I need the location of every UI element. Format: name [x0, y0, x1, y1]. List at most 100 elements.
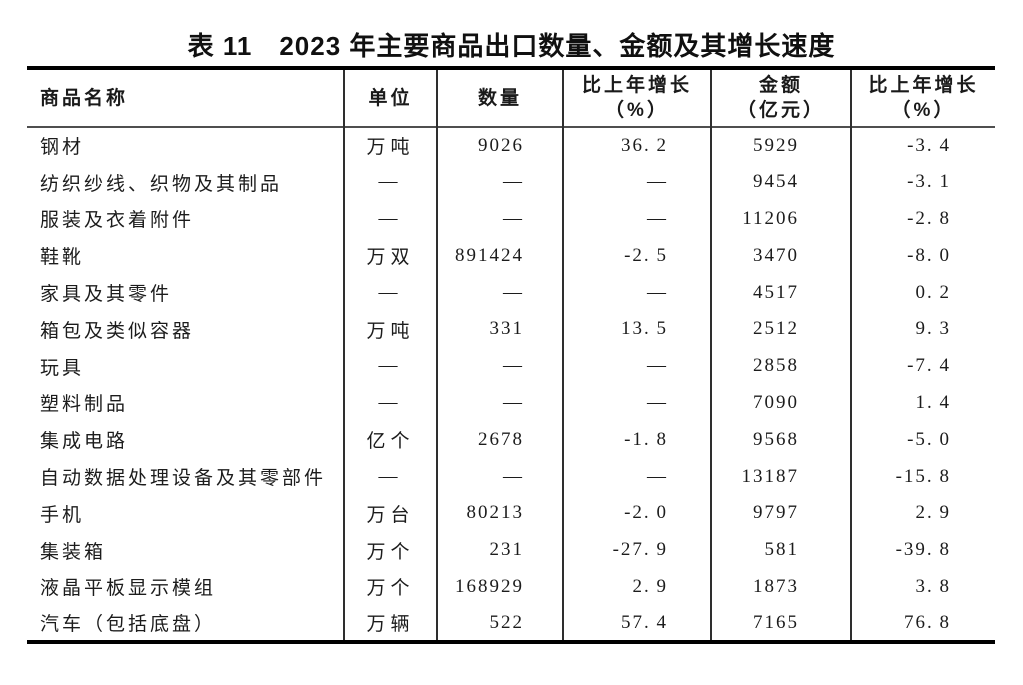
- cell-amount: 2512: [710, 310, 851, 348]
- cell-quantity: 331: [436, 310, 563, 348]
- cell-quantity: 9026: [436, 127, 563, 164]
- cell-unit: 万个: [343, 568, 437, 606]
- cell-unit: —: [343, 458, 437, 495]
- column-header-name: 商品名称: [27, 68, 344, 127]
- cell-amount: 4517: [710, 274, 851, 311]
- cell-amount: 3470: [710, 237, 851, 275]
- cell-amount_growth: 0. 2: [850, 274, 995, 311]
- table-row: 服装及衣着附件 — — —11206 -2. 8: [27, 200, 995, 238]
- cell-amount_growth: -15. 8: [850, 458, 995, 495]
- cell-name: 鞋靴: [40, 247, 85, 269]
- cell-quantity: 891424: [436, 237, 563, 275]
- cell-name: 液晶平板显示模组: [40, 578, 217, 600]
- cell-name: 玩具: [40, 357, 85, 379]
- cell-unit: —: [343, 347, 437, 385]
- cell-quantity: —: [436, 384, 563, 422]
- commodity-export-table: 商品名称 单位 数量 比上年增长 （%） 金额 （亿元） 比上年增长 （%） 钢材 万吨 9026 3…: [27, 66, 995, 645]
- cell-quantity_growth: 36. 2: [562, 127, 711, 164]
- column-header-label: 单位: [368, 87, 413, 109]
- cell-amount: 9568: [710, 421, 851, 459]
- cell-amount: 1873: [710, 568, 851, 606]
- cell-quantity: —: [436, 458, 563, 495]
- cell-quantity_growth: 13. 5: [562, 310, 711, 348]
- cell-amount: 5929: [710, 127, 851, 164]
- cell-quantity: 2678: [436, 421, 563, 459]
- table-row: 集装箱 万个 231 -27. 9 581 -39. 8: [27, 531, 995, 569]
- cell-quantity: 231: [436, 531, 563, 569]
- column-header-amount_growth: 比上年增长 （%）: [850, 68, 995, 127]
- cell-unit: 万双: [343, 237, 437, 275]
- cell-quantity: —: [436, 200, 563, 238]
- table-row: 自动数据处理设备及其零部件 — — —13187 -15. 8: [27, 458, 995, 495]
- cell-quantity_growth: 57. 4: [562, 605, 711, 643]
- table-row: 家具及其零件 — — —4517 0. 2: [27, 274, 995, 311]
- cell-name: 箱包及类似容器: [40, 320, 195, 342]
- cell-quantity: —: [436, 163, 563, 201]
- cell-amount_growth: 3. 8: [850, 568, 995, 606]
- cell-amount_growth: -3. 4: [850, 127, 995, 164]
- cell-name: 汽车（包括底盘）: [40, 614, 217, 636]
- table-row: 集成电路 亿个 2678 -1. 8 9568 -5. 0: [27, 421, 995, 459]
- cell-quantity_growth: -1. 8: [562, 421, 711, 459]
- cell-name: 家具及其零件: [40, 284, 173, 306]
- cell-quantity_growth: —: [562, 347, 711, 385]
- column-header-quantity_growth: 比上年增长 （%）: [562, 68, 711, 127]
- cell-amount: 11206: [710, 200, 851, 238]
- cell-amount: 13187: [710, 458, 851, 495]
- cell-amount: 9797: [710, 494, 851, 532]
- table-row: 纺织纱线、织物及其制品 — — —9454 -3. 1: [27, 163, 995, 201]
- cell-quantity: 522: [436, 605, 563, 643]
- cell-name: 手机: [40, 504, 85, 526]
- cell-amount_growth: -7. 4: [850, 347, 995, 385]
- cell-quantity_growth: —: [562, 200, 711, 238]
- column-header-label: 数量: [477, 87, 522, 109]
- cell-unit: 万辆: [343, 605, 437, 643]
- cell-quantity_growth: -2. 5: [562, 237, 711, 275]
- cell-unit: —: [343, 163, 437, 201]
- cell-name: 钢材: [40, 137, 85, 159]
- table-row: 箱包及类似容器 万吨 331 13. 5 2512 9. 3: [27, 310, 995, 348]
- table-row: 玩具 — — —2858 -7. 4: [27, 347, 995, 385]
- cell-amount_growth: -5. 0: [850, 421, 995, 459]
- cell-amount: 2858: [710, 347, 851, 385]
- cell-quantity_growth: -27. 9: [562, 531, 711, 569]
- cell-unit: 万吨: [343, 310, 437, 348]
- cell-unit: 亿个: [343, 421, 437, 459]
- cell-amount: 7165: [710, 605, 851, 643]
- cell-quantity_growth: —: [562, 163, 711, 201]
- cell-quantity: 80213: [436, 494, 563, 532]
- cell-amount_growth: -2. 8: [850, 200, 995, 238]
- cell-unit: 万吨: [343, 127, 437, 164]
- column-header-sublabel: （%）: [891, 100, 956, 121]
- cell-name: 服装及衣着附件: [40, 210, 195, 232]
- table-row: 液晶平板显示模组 万个 168929 2. 9 1873 3. 8: [27, 568, 995, 606]
- cell-amount_growth: 1. 4: [850, 384, 995, 422]
- table-row: 塑料制品 — — —7090 1. 4: [27, 384, 995, 422]
- table-row: 手机 万台 80213 -2. 0 9797 2. 9: [27, 494, 995, 532]
- cell-unit: —: [343, 200, 437, 238]
- cell-quantity_growth: —: [562, 458, 711, 495]
- table-row: 汽车（包括底盘） 万辆 522 57. 4 7165 76. 8: [27, 605, 995, 643]
- cell-name: 自动数据处理设备及其零部件: [40, 468, 327, 490]
- cell-unit: 万台: [343, 494, 437, 532]
- column-header-quantity: 数量: [436, 68, 563, 127]
- cell-amount_growth: -8. 0: [850, 237, 995, 275]
- cell-quantity_growth: -2. 0: [562, 494, 711, 532]
- cell-quantity_growth: —: [562, 274, 711, 311]
- table-header: 商品名称 单位 数量 比上年增长 （%） 金额 （亿元） 比上年增长 （%）: [27, 68, 995, 127]
- cell-quantity_growth: —: [562, 384, 711, 422]
- column-header-unit: 单位: [343, 68, 437, 127]
- cell-unit: —: [343, 384, 437, 422]
- cell-amount_growth: 9. 3: [850, 310, 995, 348]
- cell-quantity: —: [436, 347, 563, 385]
- cell-amount: 581: [710, 531, 851, 569]
- column-header-label: 商品名称: [40, 87, 129, 109]
- cell-amount: 7090: [710, 384, 851, 422]
- cell-unit: —: [343, 274, 437, 311]
- table-row: 鞋靴 万双 891424 -2. 5 3470 -8. 0: [27, 237, 995, 275]
- cell-amount: 9454: [710, 163, 851, 201]
- table-title: 表 11 2023 年主要商品出口数量、金额及其增长速度: [187, 31, 836, 61]
- cell-quantity: 168929: [436, 568, 563, 606]
- column-header-label: 金额: [758, 75, 803, 96]
